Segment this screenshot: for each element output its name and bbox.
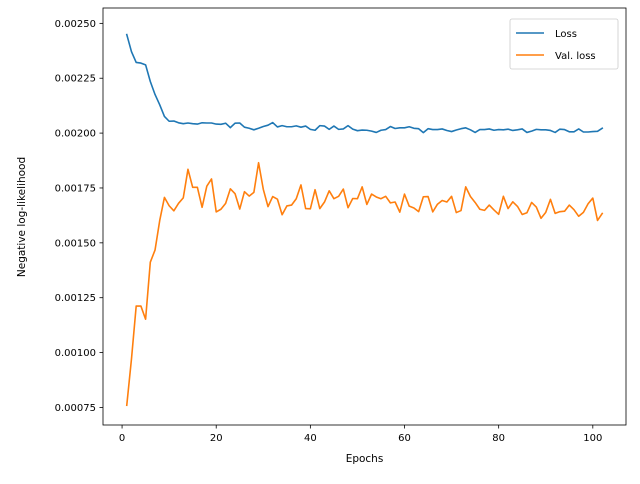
series-line-loss [125,33,604,134]
x-tick-label: 80 [492,433,505,444]
x-tick-label: 40 [304,433,317,444]
y-tick-label: 0.00150 [55,238,96,249]
y-tick-label: 0.00250 [55,19,96,30]
x-tick-label: 60 [398,433,411,444]
series-line-val-loss [125,161,604,407]
y-tick-label: 0.00125 [55,293,96,304]
x-tick-label: 100 [583,433,602,444]
y-tick-label: 0.00100 [55,348,96,359]
x-axis-label: Epochs [346,453,384,465]
legend-label-val-loss: Val. loss [555,51,596,62]
y-tick-label: 0.00175 [55,183,96,194]
legend-label-loss: Loss [555,29,577,40]
x-axis-ticks: 0 20 40 60 80 100 [119,425,602,444]
legend: Loss Val. loss [509,18,619,70]
axes-frame [102,7,627,426]
y-axis-label: Negative log-likelihood [16,157,28,277]
axes [102,7,627,426]
x-tick-label: 20 [210,433,223,444]
x-tick-label: 0 [119,433,125,444]
plot-area [125,33,604,407]
y-tick-label: 0.00075 [55,403,96,414]
y-tick-label: 0.00225 [55,74,96,85]
y-tick-label: 0.00200 [55,129,96,140]
legend-box [509,18,619,70]
y-axis-ticks: 0.00075 0.00100 0.00125 0.00150 0.00175 0.002… [55,19,103,414]
